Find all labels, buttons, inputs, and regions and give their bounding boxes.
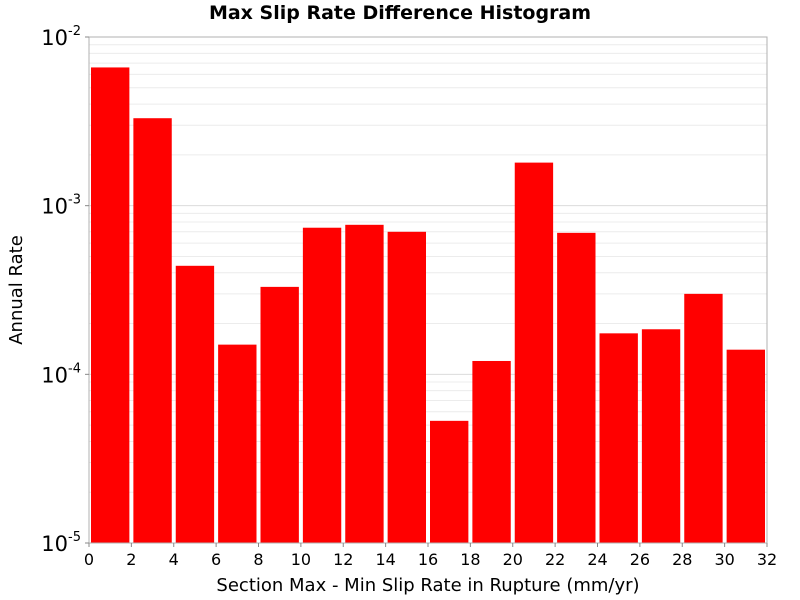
histogram-bar [133, 118, 172, 544]
histogram-bar [684, 293, 723, 543]
histogram-bar [472, 360, 511, 543]
x-tick-label: 4 [169, 550, 179, 569]
histogram-bar [387, 231, 426, 543]
x-tick-label: 6 [211, 550, 221, 569]
y-axis-title: Annual Rate [6, 235, 27, 345]
histogram-bar [345, 224, 384, 544]
x-tick-label: 14 [375, 550, 395, 569]
x-axis-title: Section Max - Min Slip Rate in Rupture (… [216, 575, 639, 596]
x-tick-label: 24 [587, 550, 607, 569]
histogram-bar [260, 286, 299, 543]
x-tick-label: 20 [503, 550, 523, 569]
x-tick-label: 10 [291, 550, 311, 569]
x-tick-label: 0 [84, 550, 94, 569]
y-axis: 10-5 10-4 10-3 10-2 [41, 24, 89, 556]
bars-layer [91, 67, 765, 544]
histogram-bar [599, 333, 638, 543]
histogram-bar [175, 265, 215, 543]
histogram-bar [302, 227, 342, 544]
histogram-bar [726, 349, 765, 543]
histogram-bar [514, 162, 554, 543]
x-tick-label: 8 [253, 550, 263, 569]
x-tick-label: 18 [460, 550, 480, 569]
histogram-bar [218, 344, 257, 543]
histogram-bar [91, 67, 130, 543]
x-tick-label: 26 [630, 550, 650, 569]
x-tick-label: 28 [672, 550, 692, 569]
histogram-bar [557, 232, 596, 543]
x-tick-label: 32 [757, 550, 777, 569]
histogram-bar [430, 420, 469, 543]
x-tick-label: 16 [418, 550, 438, 569]
x-axis: 0 2 4 6 8 10 12 14 16 18 20 22 24 26 28 30 32 [84, 543, 777, 569]
y-tick-label: 10-3 [41, 193, 81, 219]
y-tick-label: 10-5 [41, 530, 81, 556]
y-tick-label: 10-2 [41, 24, 81, 50]
histogram-bar [641, 329, 681, 543]
chart-title: Max Slip Rate Difference Histogram [208, 2, 592, 24]
x-tick-label: 2 [126, 550, 136, 569]
x-tick-label: 12 [333, 550, 353, 569]
x-tick-label: 30 [714, 550, 734, 569]
y-tick-label: 10-4 [41, 361, 81, 387]
x-tick-label: 22 [545, 550, 565, 569]
